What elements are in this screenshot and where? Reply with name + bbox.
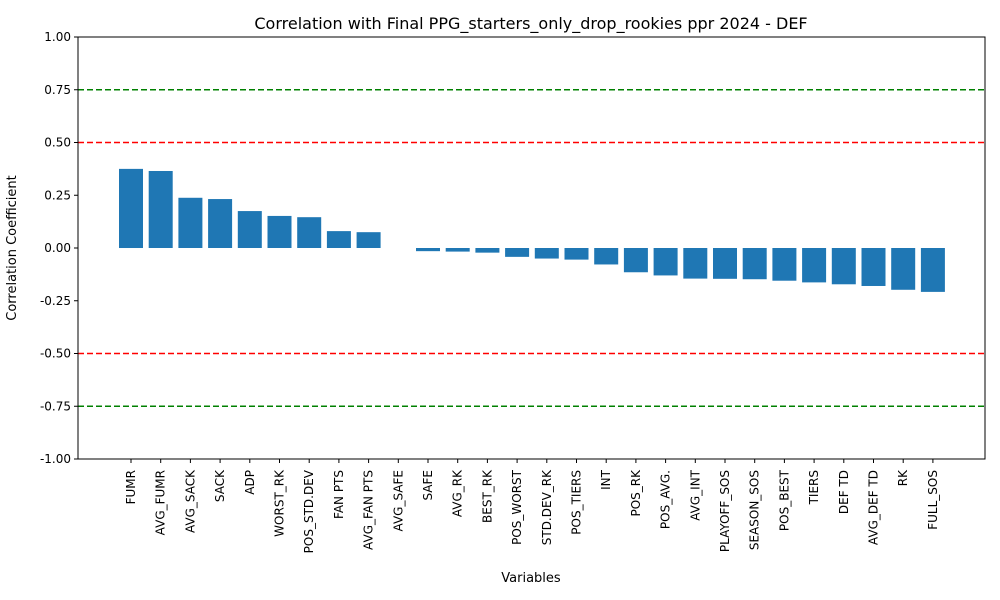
bar — [742, 248, 767, 280]
x-tick-label: POS_BEST — [777, 469, 791, 531]
x-tick-label: WORST_RK — [273, 469, 287, 537]
bar — [148, 170, 173, 248]
bar — [623, 248, 648, 273]
x-tick-label: SEASON_SOS — [748, 470, 762, 550]
x-tick-label: PLAYOFF_SOS — [718, 470, 732, 552]
plot-frame — [77, 36, 986, 460]
x-tick-label: POS_STD.DEV — [302, 469, 316, 553]
x-tick-label: INT — [599, 469, 613, 490]
y-tick-label: -0.25 — [40, 294, 71, 308]
bar — [178, 197, 203, 248]
bars — [119, 168, 945, 292]
x-tick-label: AVG_RK — [451, 469, 465, 517]
y-tick-label: 0.50 — [44, 136, 71, 150]
x-tick-label: STD.DEV_RK — [540, 469, 554, 545]
chart-title: Correlation with Final PPG_starters_only… — [254, 14, 807, 34]
bar — [594, 248, 619, 265]
x-tick-label: POS_AVG. — [659, 470, 673, 529]
x-tick-label: POS_TIERS — [570, 470, 584, 535]
y-tick-label: -0.75 — [40, 399, 71, 413]
x-tick-label: POS_RK — [629, 469, 643, 517]
x-tick-label: AVG_FAN PTS — [362, 470, 376, 550]
bar — [564, 248, 589, 260]
bar — [416, 248, 440, 252]
bar — [356, 232, 381, 248]
bar — [297, 217, 322, 248]
bar — [267, 215, 292, 248]
bar — [653, 248, 678, 276]
x-tick-label: FULL_SOS — [926, 470, 940, 530]
bar — [326, 231, 351, 248]
y-tick-label: 0.75 — [44, 83, 71, 97]
bar — [683, 248, 708, 279]
bar — [534, 248, 559, 259]
x-tick-label: RK — [896, 469, 910, 486]
bar — [772, 248, 797, 281]
bar — [920, 248, 945, 292]
x-tick-label: AVG_SACK — [183, 469, 197, 533]
x-tick-label: BEST_RK — [480, 469, 494, 523]
bar — [891, 248, 916, 290]
bar — [713, 248, 737, 279]
bar — [505, 248, 530, 257]
bar — [861, 248, 886, 286]
y-tick-label: 0.00 — [44, 241, 71, 255]
y-axis: -1.00 -0.75 -0.50 -0.25 0.00 0.25 0.50 0.75 1.00 — [40, 30, 78, 466]
y-tick-label: -1.00 — [40, 452, 71, 466]
x-tick-label: SACK — [213, 469, 227, 502]
y-tick-label: -0.50 — [40, 347, 71, 361]
bar — [208, 199, 233, 248]
x-tick-label: AVG_SAFE — [391, 470, 405, 531]
x-tick-label: POS_WORST — [510, 469, 524, 545]
y-tick-label: 0.25 — [44, 188, 71, 202]
x-tick-label: FAN PTS — [332, 470, 346, 519]
x-axis: FUMR AVG_FUMR AVG_SACK SACK ADP WORST_RK POS_S… — [124, 459, 940, 553]
reference-lines — [78, 89, 985, 407]
x-tick-label: AVG_FUMR — [154, 470, 168, 535]
x-tick-label: DEF TD — [837, 470, 851, 514]
bar — [802, 248, 827, 283]
y-axis-label: Correlation Coefficient — [5, 175, 20, 321]
x-tick-label: FUMR — [124, 470, 138, 504]
bar — [119, 168, 143, 249]
bar — [237, 211, 262, 248]
bar — [831, 248, 856, 285]
x-tick-label: AVG_DEF TD — [867, 470, 881, 545]
bar — [475, 248, 500, 253]
x-tick-label: ADP — [243, 470, 257, 495]
bar — [445, 248, 470, 252]
x-tick-label: SAFE — [421, 470, 435, 501]
x-axis-label: Variables — [501, 571, 561, 586]
x-tick-label: AVG_INT — [688, 469, 702, 520]
y-tick-label: 1.00 — [44, 30, 71, 44]
x-tick-label: TIERS — [807, 470, 821, 505]
